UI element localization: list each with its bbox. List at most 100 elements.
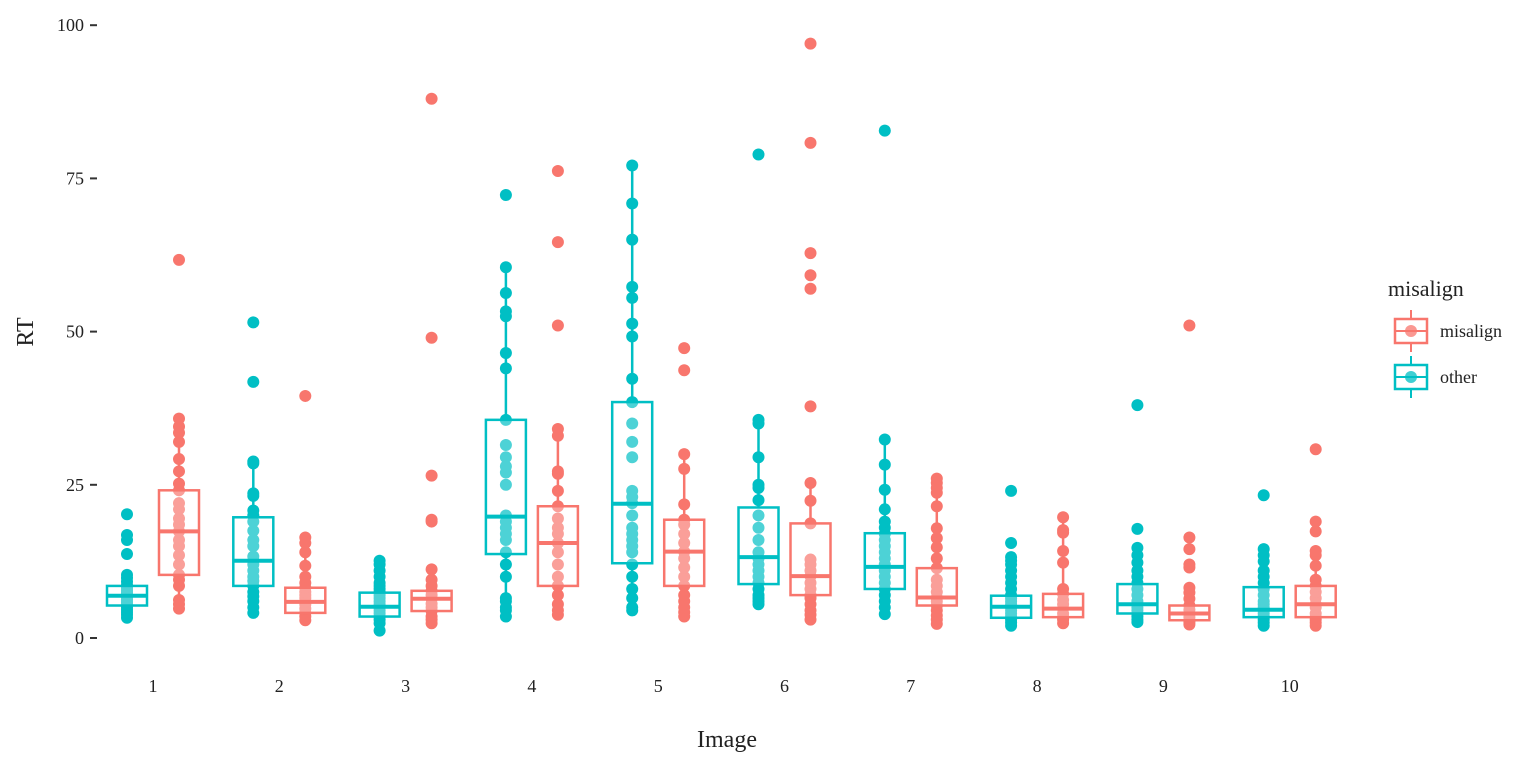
data-point xyxy=(626,592,639,605)
data-point xyxy=(173,253,185,266)
box xyxy=(915,566,959,607)
data-point xyxy=(373,554,386,567)
data-point xyxy=(173,497,185,510)
data-point xyxy=(551,236,564,249)
box xyxy=(1041,592,1085,619)
box-group-other xyxy=(484,188,528,623)
data-point xyxy=(551,546,564,559)
data-point xyxy=(1131,541,1144,554)
box-group-misalign xyxy=(915,472,959,630)
data-point xyxy=(173,549,185,562)
data-point xyxy=(1257,543,1270,556)
data-point xyxy=(930,472,943,485)
data-point xyxy=(678,570,691,583)
x-tick-label: 8 xyxy=(1033,676,1042,696)
data-point xyxy=(626,159,639,172)
data-point xyxy=(1309,515,1322,528)
data-point xyxy=(425,469,438,482)
data-point xyxy=(678,561,691,574)
data-point xyxy=(173,477,185,490)
data-point xyxy=(752,148,765,161)
data-point xyxy=(173,453,185,466)
data-point xyxy=(499,362,512,375)
x-tick-label: 1 xyxy=(149,676,158,696)
data-point xyxy=(1309,559,1322,572)
data-point xyxy=(1057,582,1070,595)
data-point xyxy=(878,503,891,516)
data-point xyxy=(551,558,564,571)
data-point xyxy=(425,513,438,526)
data-point xyxy=(425,331,438,344)
data-point xyxy=(499,188,512,201)
legend: misalign misalign other xyxy=(1388,276,1502,398)
data-point xyxy=(804,247,817,260)
x-axis: 1 2 3 4 5 6 7 8 9 10 xyxy=(149,676,1299,696)
data-point xyxy=(551,589,564,602)
box xyxy=(1116,582,1159,615)
x-tick-label: 4 xyxy=(527,676,536,696)
data-point xyxy=(930,573,943,586)
data-point xyxy=(499,347,512,360)
data-point xyxy=(804,476,817,489)
data-point xyxy=(626,435,639,448)
data-point xyxy=(930,541,943,554)
data-point xyxy=(551,319,564,332)
data-point xyxy=(551,570,564,583)
data-point xyxy=(1057,544,1070,557)
data-point xyxy=(804,37,817,50)
data-point xyxy=(1183,319,1196,332)
x-tick-label: 7 xyxy=(906,676,915,696)
data-point xyxy=(678,448,691,461)
box xyxy=(789,522,832,597)
data-point xyxy=(1057,556,1070,569)
box-group-other xyxy=(1242,489,1285,632)
box xyxy=(232,516,275,588)
box-group-misalign xyxy=(157,253,201,615)
box-group-other xyxy=(358,554,401,637)
data-point xyxy=(626,291,639,304)
data-point xyxy=(173,412,185,425)
data-point xyxy=(1131,399,1144,412)
data-point xyxy=(173,533,185,546)
box-group-misalign xyxy=(789,37,832,626)
box xyxy=(863,531,907,591)
data-point xyxy=(1057,524,1070,537)
box xyxy=(410,589,453,613)
data-point xyxy=(1005,537,1018,550)
data-point xyxy=(299,559,312,572)
data-point xyxy=(626,317,639,330)
data-point xyxy=(299,570,312,583)
y-tick-label: 0 xyxy=(75,628,84,648)
data-point xyxy=(752,413,765,426)
data-point xyxy=(299,546,312,559)
box xyxy=(1294,584,1337,619)
data-point xyxy=(752,478,765,491)
data-point xyxy=(930,532,943,545)
data-point xyxy=(247,455,260,468)
data-point xyxy=(878,515,891,528)
data-point xyxy=(678,498,691,511)
data-point xyxy=(804,282,817,295)
box-group-misalign xyxy=(1294,443,1337,632)
data-point xyxy=(499,478,512,491)
x-tick-label: 2 xyxy=(275,676,284,696)
data-point xyxy=(804,269,817,282)
data-point xyxy=(173,435,185,448)
box xyxy=(358,591,401,618)
data-point xyxy=(804,136,817,149)
box xyxy=(610,400,654,565)
y-tick-label: 100 xyxy=(57,15,84,35)
data-point xyxy=(551,484,564,497)
data-point xyxy=(551,423,564,436)
data-point xyxy=(173,465,185,478)
data-point xyxy=(752,533,765,546)
data-point xyxy=(804,494,817,507)
data-point xyxy=(930,500,943,513)
data-point xyxy=(1257,564,1270,577)
data-point xyxy=(678,527,691,540)
data-point xyxy=(930,552,943,565)
data-point xyxy=(1057,511,1070,524)
data-point xyxy=(1183,581,1196,594)
box-group-other xyxy=(989,484,1033,632)
